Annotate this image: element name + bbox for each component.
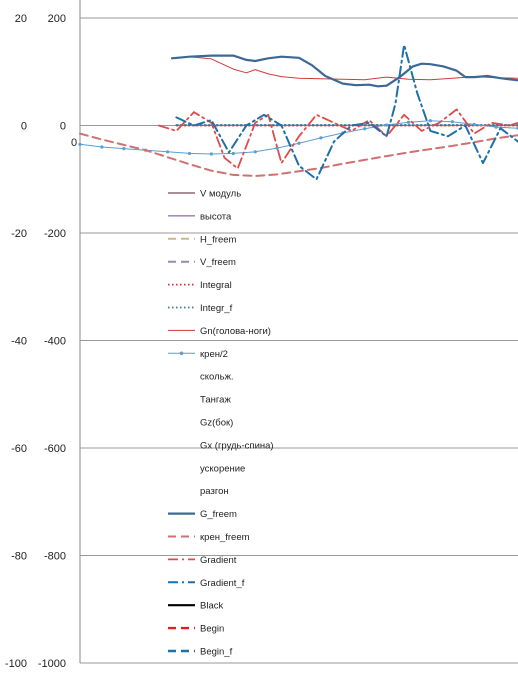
series-point [166, 150, 170, 154]
inner-y-tick-label: -600 [44, 443, 66, 455]
series-point [78, 142, 82, 146]
series-layer [78, 43, 518, 181]
legend-label: Begin [200, 624, 224, 635]
legend: V модуль высота H_freem V_freem Integral Inte… [168, 189, 274, 658]
inner-y-tick-label: -200 [44, 228, 66, 240]
series-point [472, 122, 476, 127]
legend-label: ускорение [200, 463, 245, 474]
legend-label: разгон [200, 486, 229, 497]
series-point [297, 141, 301, 145]
legend-label: Gradient [200, 555, 237, 566]
series-point [122, 147, 126, 151]
series-line [157, 108, 518, 170]
series-point [406, 120, 411, 124]
legend-label: крен/2 [200, 349, 228, 360]
series-line [175, 43, 518, 181]
legend-label: H_freem [200, 234, 237, 245]
legend-label: Integr_f [200, 303, 233, 314]
outer-y-tick-label: -20 [11, 228, 27, 240]
series-point [363, 127, 367, 131]
inner-y-tick-label: -400 [44, 336, 66, 348]
series-point [450, 120, 454, 124]
legend-label: V модуль [200, 189, 241, 200]
outer-y-tick-label: -100 [5, 658, 27, 670]
series-point [494, 125, 498, 129]
series-point [209, 152, 213, 156]
gridlines [80, 17, 518, 664]
series-point [275, 146, 279, 150]
inner-y-tick-label: -1000 [38, 658, 66, 670]
series-point [385, 123, 389, 127]
series-point [253, 150, 257, 154]
outer-y-tick-label: 0 [21, 121, 27, 133]
legend-label: Black [200, 601, 223, 612]
legend-label: Тангаж [200, 395, 231, 406]
inner-y-axis: 200 0 -200 -400 -600 -800 -1000 [38, 13, 66, 670]
outer-y-tick-label: 20 [15, 13, 27, 25]
legend-label: Begin_f [200, 647, 233, 658]
outer-y-tick-label: -80 [11, 551, 27, 563]
series-line [79, 132, 518, 177]
series-point [187, 151, 192, 156]
legend-label: Gradient_f [200, 578, 245, 589]
legend-label: Gn(голова-ноги) [200, 326, 271, 337]
legend-label: высота [200, 211, 232, 222]
series-line [171, 56, 518, 81]
legend-label: скольж. [200, 372, 234, 383]
legend-label: Gx (грудь-спина) [200, 440, 274, 451]
x-axis-origin-label: 0 [71, 137, 77, 149]
series-point [231, 151, 235, 156]
series-point [319, 136, 323, 140]
legend-label: V_freem [200, 257, 236, 268]
legend-marker [179, 351, 184, 356]
legend-label: G_freem [200, 509, 237, 520]
series-point [428, 119, 432, 123]
series-line [170, 54, 518, 88]
outer-y-tick-label: -40 [11, 336, 27, 348]
inner-y-tick-label: -800 [44, 551, 66, 563]
outer-y-tick-label: -60 [11, 443, 27, 455]
inner-y-tick-label: 0 [60, 121, 66, 133]
series-point [100, 145, 104, 149]
legend-label: крен_freem [200, 532, 250, 543]
legend-label: Gz(бок) [200, 418, 233, 429]
inner-y-tick-label: 200 [48, 13, 66, 25]
legend-label: Integral [200, 280, 232, 291]
outer-y-axis: 20 0 -20 -40 -60 -80 -100 [5, 13, 27, 670]
